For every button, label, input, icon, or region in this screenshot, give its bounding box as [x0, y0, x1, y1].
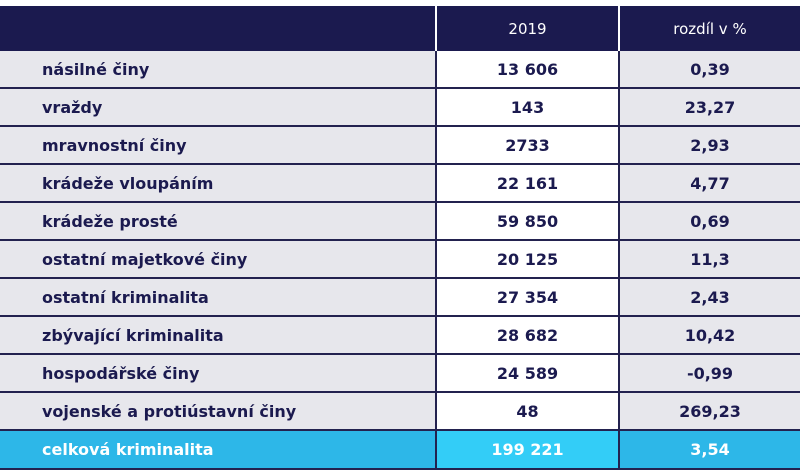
value-2019: 199 221: [435, 430, 619, 470]
table-row: vraždy 143 23,27: [0, 88, 800, 127]
value-diff: 11,3: [618, 240, 800, 279]
row-label: násilné činy: [0, 51, 436, 89]
table-row: zbývající kriminalita 28 682 10,42: [0, 316, 800, 355]
value-2019: 2733: [435, 126, 619, 165]
value-diff: 23,27: [618, 88, 800, 127]
value-2019: 59 850: [435, 202, 619, 241]
row-label: mravnostní činy: [0, 126, 436, 165]
value-2019: 48: [435, 392, 619, 431]
value-diff: 2,93: [618, 126, 800, 165]
row-label: krádeže prosté: [0, 202, 436, 241]
table-row: krádeže prosté 59 850 0,69: [0, 202, 800, 241]
value-diff: -0,99: [618, 354, 800, 393]
row-label: vraždy: [0, 88, 436, 127]
table-row: hospodářské činy 24 589 -0,99: [0, 354, 800, 393]
header-diff: rozdíl v %: [618, 6, 800, 51]
total-row: celková kriminalita 199 221 3,54: [0, 430, 800, 470]
value-2019: 28 682: [435, 316, 619, 355]
table-row: mravnostní činy 2733 2,93: [0, 126, 800, 165]
row-label: ostatní kriminalita: [0, 278, 436, 317]
crime-statistics-table: 2019 rozdíl v % násilné činy 13 606 0,39 vr…: [0, 6, 800, 470]
value-diff: 269,23: [618, 392, 800, 431]
value-2019: 24 589: [435, 354, 619, 393]
table-row: ostatní kriminalita 27 354 2,43: [0, 278, 800, 317]
header-label: [0, 6, 436, 51]
value-2019: 22 161: [435, 164, 619, 203]
value-diff: 0,39: [618, 51, 800, 89]
value-2019: 27 354: [435, 278, 619, 317]
table-row: krádeže vloupáním 22 161 4,77: [0, 164, 800, 203]
value-2019: 143: [435, 88, 619, 127]
row-label: vojenské a protiústavní činy: [0, 392, 436, 431]
table-row: ostatní majetkové činy 20 125 11,3: [0, 240, 800, 279]
value-2019: 13 606: [435, 51, 619, 89]
table-row: vojenské a protiústavní činy 48 269,23: [0, 392, 800, 431]
row-label: zbývající kriminalita: [0, 316, 436, 355]
value-diff: 4,77: [618, 164, 800, 203]
header-year: 2019: [435, 6, 619, 51]
row-label: ostatní majetkové činy: [0, 240, 436, 279]
value-diff: 2,43: [618, 278, 800, 317]
value-2019: 20 125: [435, 240, 619, 279]
row-label: hospodářské činy: [0, 354, 436, 393]
table-header: 2019 rozdíl v %: [0, 6, 800, 51]
row-label: celková kriminalita: [0, 430, 436, 470]
row-label: krádeže vloupáním: [0, 164, 436, 203]
value-diff: 10,42: [618, 316, 800, 355]
value-diff: 0,69: [618, 202, 800, 241]
table-row: násilné činy 13 606 0,39: [0, 51, 800, 89]
value-diff: 3,54: [618, 430, 800, 470]
